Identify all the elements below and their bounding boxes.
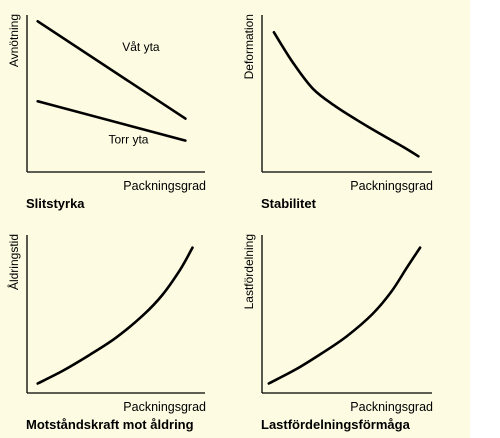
series-line-1 [36, 246, 194, 385]
x-axis-label: Packningsgrad [350, 400, 433, 414]
chart-aldring: Åldringstid Packningsgrad Motståndskraft m… [6, 234, 206, 432]
chart-title: Motståndskraft mot åldring [26, 417, 194, 432]
series-label: Torr yta [108, 133, 148, 147]
chart-lastfordelning: Lastfördelning Packningsgrad Lastfördelnin… [242, 234, 433, 432]
series-label: Våt yta [122, 40, 160, 54]
chart-stabilitet: Deformation Packningsgrad Stabilitet [242, 14, 433, 211]
y-axis-label: Lastfördelning [242, 234, 256, 309]
series-line-1 [36, 20, 187, 120]
chart-title: Lastfördelningsförmåga [261, 417, 411, 432]
x-axis-label: Packningsgrad [123, 179, 206, 193]
figure-background [0, 0, 470, 438]
series-line-1 [267, 246, 422, 385]
chart-title: Slitstyrka [26, 196, 85, 211]
series-line-1 [272, 30, 420, 158]
x-axis-label: Packningsgrad [350, 179, 433, 193]
series-line-2 [36, 100, 187, 142]
y-axis-label: Avnötning [7, 14, 21, 67]
x-axis-label: Packningsgrad [123, 400, 206, 414]
chart-title: Stabilitet [261, 196, 317, 211]
y-axis-label: Deformation [242, 14, 256, 79]
y-axis-label: Åldringstid [6, 234, 21, 290]
chart-slitstyrka: Våt yta Torr yta Avnötning Packningsgrad Sli… [7, 14, 206, 211]
